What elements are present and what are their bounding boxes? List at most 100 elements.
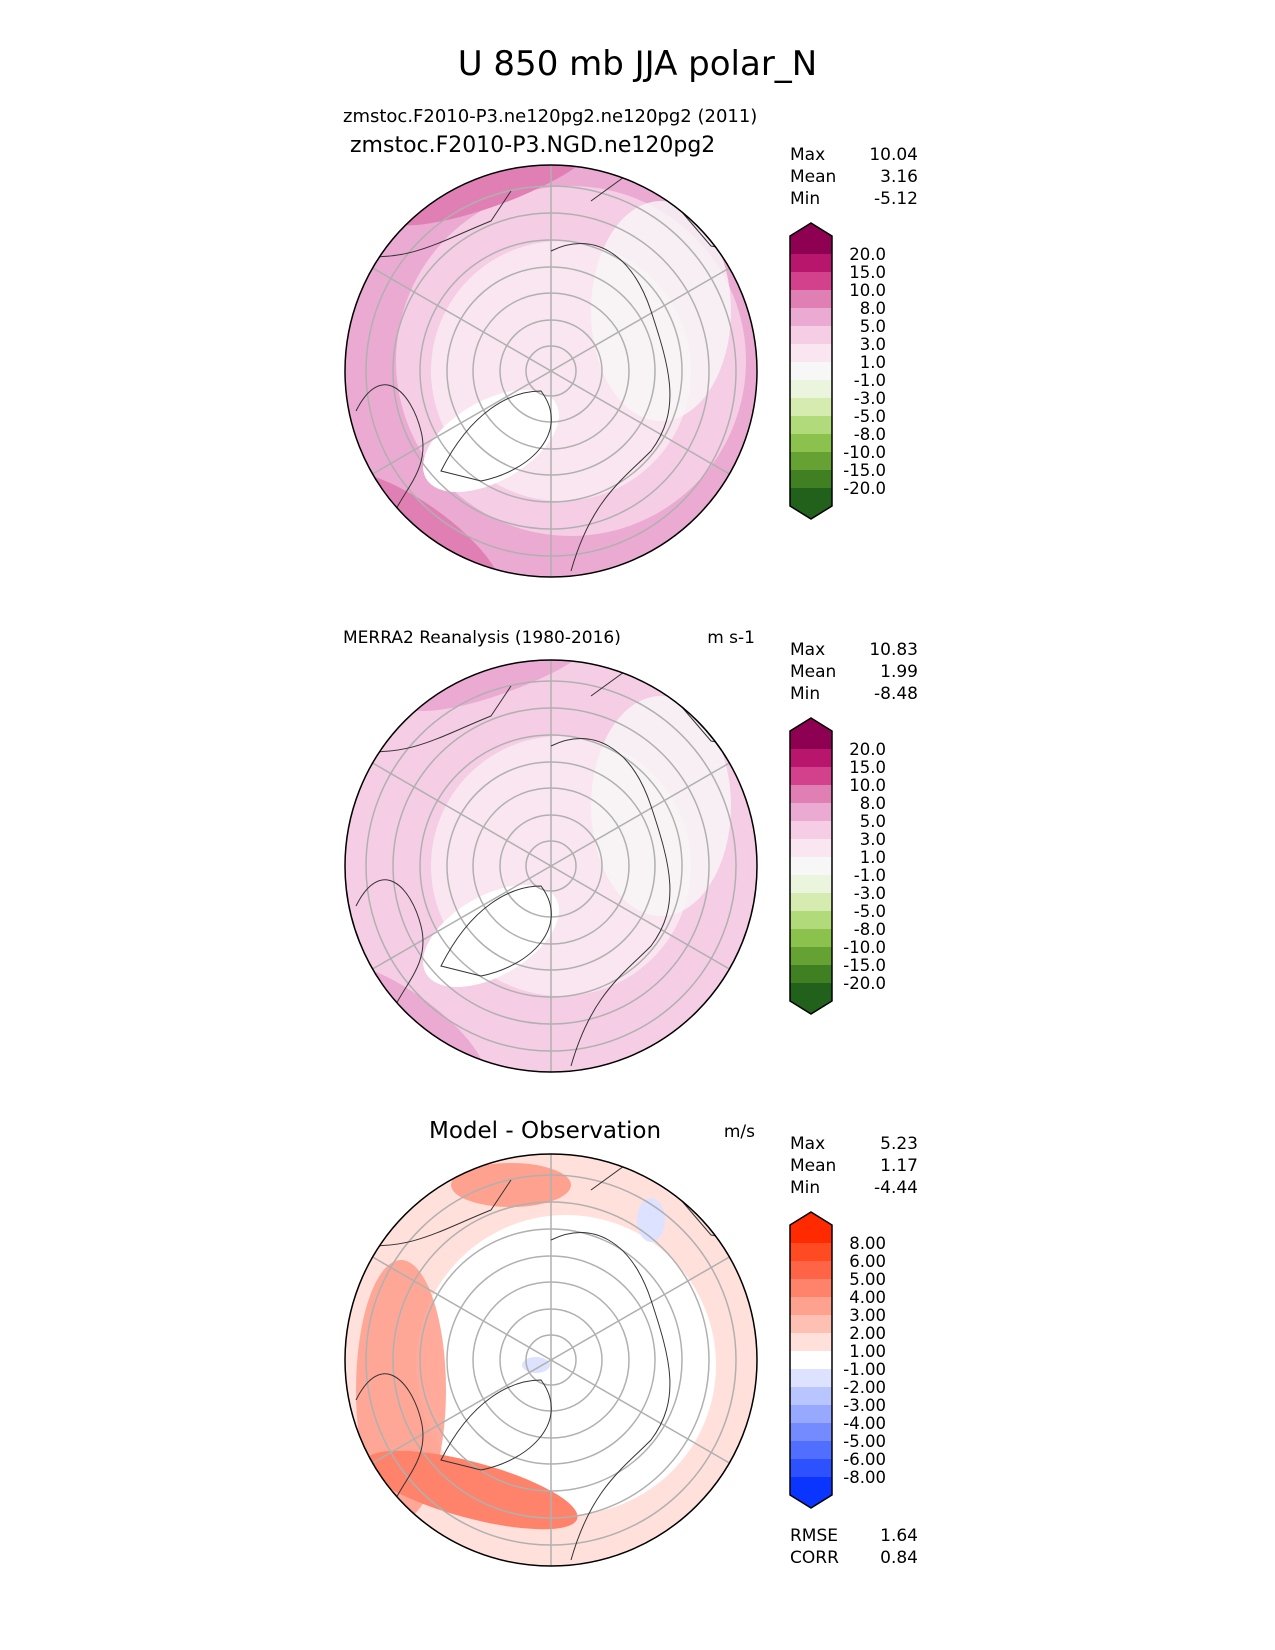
colorbar-extend-max — [790, 718, 832, 749]
colorbar-3: 8.006.005.004.003.002.001.00-1.00-2.00-3… — [789, 1211, 886, 1509]
colorbar-segment — [790, 470, 832, 488]
colorbar-tick-label: -20.0 — [843, 974, 886, 993]
colorbar-segment — [790, 1261, 832, 1279]
stat-mean: 3.16 — [880, 167, 918, 187]
colorbar-tick-label: -15.0 — [843, 461, 886, 480]
colorbar-extend-min — [790, 1477, 832, 1508]
colorbar-tick-label: -10.0 — [843, 443, 886, 462]
field-positive — [364, 1450, 578, 1530]
panel2-stats: Max 10.83 Mean 1.99 Min -8.48 — [790, 639, 918, 705]
colorbar-extend-min — [790, 983, 832, 1014]
stat-max: 5.23 — [880, 1134, 918, 1154]
corr-label: CORR — [790, 1548, 839, 1568]
stat-min-label: Min — [790, 189, 821, 209]
map-boundary — [344, 164, 758, 578]
colorbar-segment — [790, 1441, 832, 1459]
stat-min-label: Min — [790, 684, 821, 704]
colorbar-tick-label: 1.0 — [860, 353, 886, 372]
longitude-line — [372, 762, 730, 970]
map-boundary — [344, 1153, 758, 1567]
colorbar-segment — [790, 1243, 832, 1261]
colorbar-segment — [790, 434, 832, 452]
colorbar-segment — [790, 272, 832, 290]
coastline — [550, 1232, 671, 1561]
longitude-line — [372, 267, 730, 475]
field-patch — [591, 201, 731, 421]
colorbar-segment — [790, 1423, 832, 1441]
colorbar-tick-label: 10.0 — [849, 776, 886, 795]
stat-min: -8.48 — [874, 684, 918, 704]
colorbar-segment — [790, 254, 832, 272]
stat-mean-label: Mean — [790, 167, 837, 187]
field-negative — [522, 1357, 550, 1373]
colorbar-tick-label: -6.00 — [843, 1450, 886, 1469]
field-max — [387, 165, 595, 226]
polar-map-2 — [344, 659, 758, 1073]
colorbar-segment — [790, 452, 832, 470]
rmse-value: 1.64 — [880, 1526, 918, 1546]
colorbar-tick-label: -4.00 — [843, 1414, 886, 1433]
colorbar-outline — [789, 222, 833, 520]
colorbar-segment — [790, 1459, 832, 1477]
coastline — [550, 738, 671, 1067]
coastline — [355, 1373, 424, 1511]
stat-min: -5.12 — [874, 189, 918, 209]
colorbar-tick-label: 1.0 — [860, 848, 886, 867]
figure-title: U 850 mb JJA polar_N — [457, 44, 818, 84]
colorbar-outline — [789, 717, 833, 1015]
colorbar-tick-label: -20.0 — [843, 479, 886, 498]
colorbar-tick-label: -5.0 — [854, 902, 886, 921]
colorbar-segment — [790, 326, 832, 344]
colorbar-tick-label: 3.00 — [849, 1306, 886, 1325]
colorbar-tick-label: 3.0 — [860, 335, 886, 354]
colorbar-outline — [789, 1211, 833, 1509]
stat-max-label: Max — [790, 1134, 826, 1154]
colorbar-tick-label: 20.0 — [849, 245, 886, 264]
coastline — [355, 879, 424, 1017]
colorbar-segment — [790, 803, 832, 821]
colorbar-tick-label: -5.0 — [854, 407, 886, 426]
colorbar-segment — [790, 1315, 832, 1333]
coastline — [440, 390, 552, 482]
panel3-metrics: RMSE 1.64 CORR 0.84 — [790, 1525, 918, 1569]
colorbar-tick-label: -3.0 — [854, 884, 886, 903]
panel2-units: m s-1 — [707, 628, 755, 648]
colorbar-segment — [790, 965, 832, 983]
colorbar-tick-label: 1.00 — [849, 1342, 886, 1361]
panel3-title: Model - Observation — [429, 1118, 662, 1144]
colorbar-segment — [790, 308, 832, 326]
colorbar-tick-label: 8.0 — [860, 299, 886, 318]
rmse-label: RMSE — [790, 1526, 839, 1546]
colorbar-tick-label: 6.00 — [849, 1252, 886, 1271]
colorbar-tick-label: -8.00 — [843, 1468, 886, 1487]
stat-max: 10.83 — [869, 640, 918, 660]
coastline — [355, 384, 424, 522]
colorbar-segment — [790, 1405, 832, 1423]
colorbar-tick-label: -1.0 — [854, 371, 886, 390]
colorbar-segment — [790, 416, 832, 434]
stat-min: -4.44 — [874, 1178, 918, 1198]
colorbar-tick-label: 5.0 — [860, 812, 886, 831]
stat-mean-label: Mean — [790, 1156, 837, 1176]
colorbar-tick-label: -1.0 — [854, 866, 886, 885]
colorbar-segment — [790, 1387, 832, 1405]
colorbar-tick-label: -3.00 — [843, 1396, 886, 1415]
colorbar-segment — [790, 911, 832, 929]
panel1-title-overlap: zmstoc.F2010-P3.ne120pg2.ne120pg2 (2011) — [343, 106, 758, 127]
stat-max: 10.04 — [869, 145, 918, 165]
colorbar-tick-label: 15.0 — [849, 758, 886, 777]
colorbar-segment — [790, 821, 832, 839]
colorbar-segment — [790, 1369, 832, 1387]
coastline — [440, 885, 552, 977]
colorbar-segment — [790, 1297, 832, 1315]
colorbar-segment — [790, 857, 832, 875]
colorbar-segment — [790, 893, 832, 911]
colorbar-tick-label: -3.0 — [854, 389, 886, 408]
colorbar-2: 20.015.010.08.05.03.01.0-1.0-3.0-5.0-8.0… — [789, 717, 886, 1015]
colorbar-segment — [790, 749, 832, 767]
colorbar-segment — [790, 290, 832, 308]
colorbar-tick-label: -8.0 — [854, 920, 886, 939]
polar-map-1 — [344, 164, 758, 578]
panel1-title: zmstoc.F2010-P3.NGD.ne120pg2 — [350, 133, 716, 158]
